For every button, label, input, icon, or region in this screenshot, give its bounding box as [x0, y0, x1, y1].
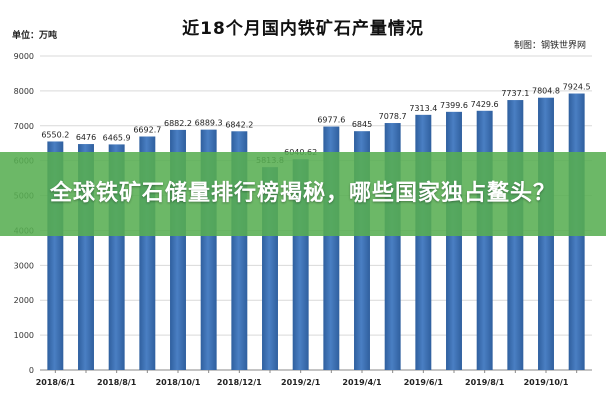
- data-label: 6692.7: [133, 125, 161, 134]
- data-label: 6889.3: [195, 119, 223, 128]
- x-tick-label: 2019/2/1: [281, 378, 321, 387]
- data-label: 6882.2: [164, 119, 192, 128]
- source-label: 制图：钢铁世界网: [513, 41, 586, 51]
- y-tick-label: 2000: [14, 296, 34, 305]
- bar: [446, 111, 462, 370]
- data-label: 7737.1: [501, 89, 529, 98]
- x-tick-label: 2018/10/1: [156, 378, 201, 387]
- x-tick-label: 2018/6/1: [36, 378, 76, 387]
- banner-text: 全球铁矿石储量排行榜揭秘，哪些国家独占鳌头？: [49, 181, 556, 206]
- unit-label: 单位：万吨: [12, 31, 58, 41]
- data-label: 7313.4: [409, 104, 437, 113]
- headline-banner: 全球铁矿石储量排行榜揭秘，哪些国家独占鳌头？: [0, 152, 606, 236]
- y-tick-label: 7000: [14, 122, 34, 131]
- y-tick-label: 3000: [14, 261, 34, 270]
- data-label: 7924.5: [563, 83, 591, 92]
- x-tick-label: 2019/6/1: [404, 378, 444, 387]
- data-label: 6845: [352, 120, 372, 129]
- data-label: 6550.2: [41, 130, 69, 139]
- data-label: 7078.7: [379, 112, 407, 121]
- bar: [476, 110, 493, 370]
- x-tick-label: 2019/10/1: [524, 378, 569, 387]
- data-label: 6476: [76, 133, 96, 142]
- data-label: 7399.6: [440, 101, 468, 110]
- data-label: 6977.6: [317, 116, 345, 125]
- data-label: 7804.8: [532, 87, 560, 96]
- chart-title: 近18个月国内铁矿石产量情况: [182, 19, 424, 39]
- data-label: 7429.6: [471, 100, 499, 109]
- data-label: 6465.9: [103, 133, 131, 142]
- x-tick-label: 2018/12/1: [217, 378, 262, 387]
- y-tick-label: 8000: [14, 87, 34, 96]
- x-tick-label: 2019/4/1: [342, 378, 382, 387]
- data-label: 6842.2: [225, 120, 253, 129]
- y-tick-label: 1000: [14, 331, 34, 340]
- x-tick-label: 2018/8/1: [97, 378, 137, 387]
- y-tick-label: 0: [29, 366, 34, 375]
- x-tick-label: 2019/8/1: [465, 378, 505, 387]
- y-tick-label: 9000: [14, 52, 34, 61]
